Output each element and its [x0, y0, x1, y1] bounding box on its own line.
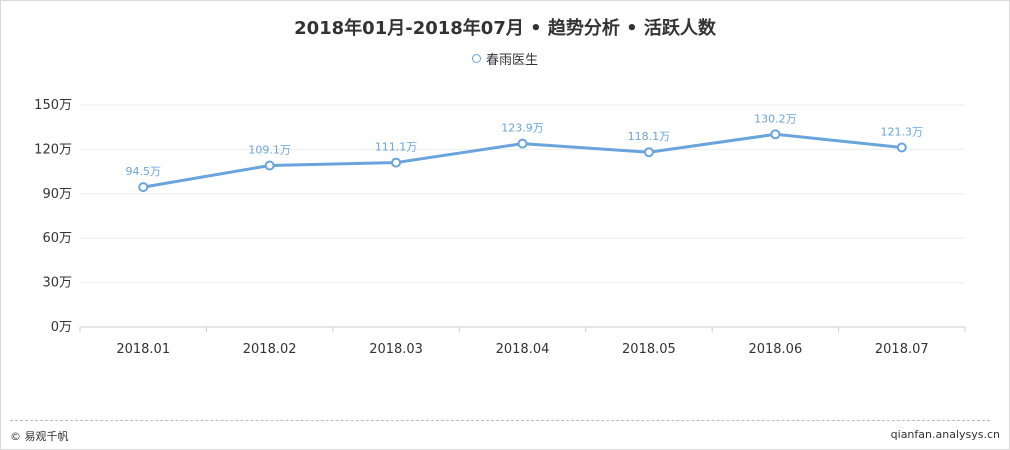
y-tick-label: 60万	[42, 231, 72, 246]
footer-divider	[10, 420, 990, 421]
legend-label: 春雨医生	[485, 53, 538, 68]
y-tick-label: 150万	[34, 98, 72, 113]
data-point[interactable]	[138, 182, 149, 193]
x-tick-label: 2018.06	[748, 342, 802, 357]
data-label: 130.2万	[754, 112, 797, 125]
data-label: 121.3万	[881, 125, 924, 138]
legend-item[interactable]: 春雨医生	[471, 49, 538, 68]
data-label: 94.5万	[125, 165, 161, 178]
chart-title: 2018年01月-2018年07月 • 趋势分析 • 活跃人数	[294, 18, 716, 39]
data-point[interactable]	[517, 138, 528, 149]
data-point[interactable]	[391, 157, 402, 168]
y-tick-label: 120万	[34, 142, 72, 157]
data-label: 123.9万	[501, 122, 544, 135]
x-tick-label: 2018.05	[622, 342, 676, 357]
data-point[interactable]	[643, 147, 654, 158]
x-tick-label: 2018.04	[496, 342, 550, 357]
data-label: 109.1万	[248, 144, 291, 157]
footer-url: qianfan.analysys.cn	[890, 428, 1000, 441]
x-tick-label: 2018.01	[116, 342, 170, 357]
data-point[interactable]	[770, 129, 781, 140]
y-tick-label: 90万	[42, 187, 72, 202]
data-label: 118.1万	[628, 130, 671, 143]
y-tick-label: 0万	[51, 320, 72, 335]
legend: 春雨医生	[0, 49, 1010, 68]
x-tick-label: 2018.07	[875, 342, 929, 357]
data-point[interactable]	[896, 142, 907, 153]
footer-copyright: © 易观千帆	[10, 430, 69, 443]
data-point[interactable]	[264, 160, 275, 171]
data-label: 111.1万	[375, 141, 418, 154]
y-tick-label: 30万	[42, 276, 72, 291]
legend-marker-icon	[471, 54, 481, 63]
x-tick-label: 2018.03	[369, 342, 423, 357]
x-tick-label: 2018.02	[243, 342, 297, 357]
